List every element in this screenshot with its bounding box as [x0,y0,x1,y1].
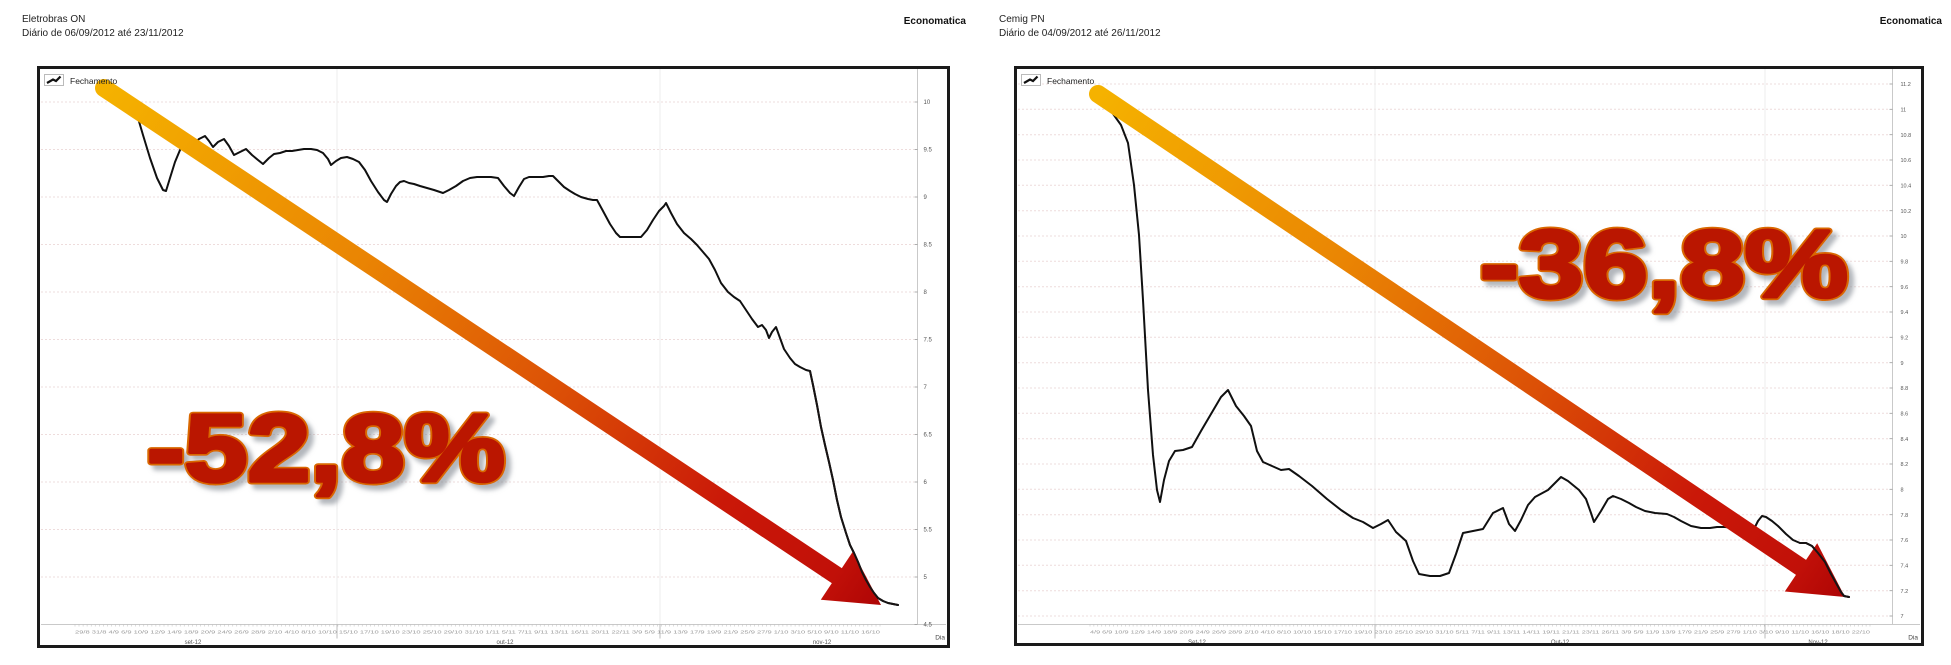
svg-text:Diário de 04/09/2012 até 26/11: Diário de 04/09/2012 até 26/11/2012 [999,28,1161,39]
svg-text:10.6: 10.6 [1901,158,1912,164]
svg-text:7.4: 7.4 [1901,564,1909,570]
svg-text:-36,8%: -36,8% [1480,211,1848,318]
svg-text:Fechamento: Fechamento [1047,76,1095,86]
svg-text:10.8: 10.8 [1901,133,1912,139]
svg-text:8: 8 [1901,488,1904,494]
svg-text:Dia: Dia [1908,635,1918,642]
svg-text:8.2: 8.2 [1901,462,1909,468]
svg-text:8.6: 8.6 [1901,412,1909,418]
svg-text:10: 10 [924,100,931,106]
svg-text:8.8: 8.8 [1901,386,1909,392]
svg-text:8: 8 [924,290,928,296]
svg-text:9.6: 9.6 [1901,285,1909,291]
svg-text:10.2: 10.2 [1901,209,1912,215]
svg-text:4.5: 4.5 [924,623,933,629]
svg-text:9: 9 [924,195,928,201]
svg-text:7.2: 7.2 [1901,589,1909,595]
svg-text:9.8: 9.8 [1901,260,1909,266]
svg-text:-52,8%: -52,8% [147,395,505,502]
svg-text:11: 11 [1901,108,1907,114]
svg-text:9: 9 [1901,361,1904,367]
svg-text:8.5: 8.5 [924,243,933,249]
svg-text:nov-12: nov-12 [813,640,832,646]
svg-text:10: 10 [1901,234,1907,240]
svg-text:Economatica: Economatica [1880,16,1943,27]
svg-text:7.5: 7.5 [924,338,933,344]
svg-text:set-12: set-12 [185,640,202,646]
svg-text:Economatica: Economatica [904,16,967,27]
svg-text:9.4: 9.4 [1901,310,1909,316]
svg-text:7.8: 7.8 [1901,513,1909,519]
svg-text:Dia: Dia [935,635,945,642]
svg-text:Diário de 06/09/2012 até 23/11: Diário de 06/09/2012 até 23/11/2012 [22,28,184,39]
svg-text:10.4: 10.4 [1901,184,1912,190]
svg-text:8.4: 8.4 [1901,437,1909,443]
svg-text:Cemig PN: Cemig PN [999,14,1045,25]
svg-text:6: 6 [924,480,928,486]
svg-text:6.5: 6.5 [924,433,933,439]
svg-text:7: 7 [1901,614,1904,620]
svg-text:29/8 31/8 4/9 6/9 10/9 12/9 14: 29/8 31/8 4/9 6/9 10/9 12/9 14/9 18/9 20… [75,630,881,635]
svg-text:-52,8%: -52,8% [147,395,505,502]
svg-text:7.6: 7.6 [1901,538,1909,544]
svg-text:Fechamento: Fechamento [70,76,118,86]
svg-text:9.2: 9.2 [1901,336,1909,342]
svg-text:5: 5 [924,575,928,581]
svg-text:5.5: 5.5 [924,528,933,534]
svg-text:11.2: 11.2 [1901,82,1911,88]
svg-text:7: 7 [924,385,928,391]
svg-text:Eletrobras ON: Eletrobras ON [22,14,85,25]
svg-text:4/9 6/9 10/9 12/9 14/9 18/9 20: 4/9 6/9 10/9 12/9 14/9 18/9 20/9 24/9 26… [1090,630,1871,635]
svg-text:-36,8%: -36,8% [1480,211,1848,318]
svg-text:9.5: 9.5 [924,148,933,154]
svg-text:out-12: out-12 [496,640,514,646]
